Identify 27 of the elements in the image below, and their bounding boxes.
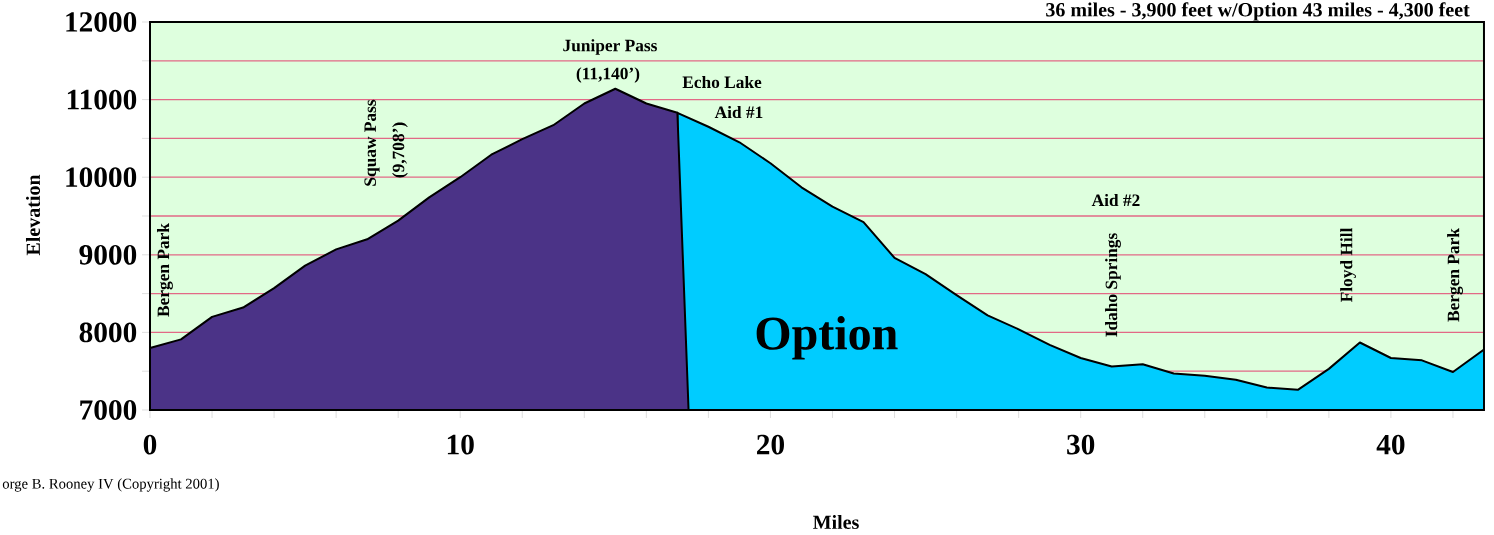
annotation: Echo Lake: [682, 75, 762, 89]
annotation: Bergen Park: [157, 223, 173, 317]
x-tick-label: 0: [143, 434, 157, 455]
y-tick-label: 8000: [79, 322, 137, 343]
x-tick-label: 30: [1067, 434, 1095, 455]
y-tick-label: 10000: [66, 167, 137, 188]
x-tick-label: 10: [447, 434, 474, 455]
text: orge B. Rooney IV (Copyright 2001): [2, 478, 219, 492]
x-tick-label: 20: [757, 434, 784, 455]
annotation: Juniper Pass: [563, 39, 657, 55]
series-label: Option: [756, 316, 898, 360]
x-tick-label: 40: [1376, 434, 1405, 455]
annotation: (11,140’): [576, 67, 640, 83]
annotation: Bergen Park: [1447, 228, 1463, 322]
annotation: (9,708’): [392, 122, 408, 178]
chart-title: 36 miles - 3,900 feet w/Option 43 miles - 4,300 feet: [1046, 2, 1470, 21]
annotation: Idaho Springs: [1105, 233, 1121, 337]
x-axis-title: Miles: [813, 514, 859, 530]
annotation: Squaw Pass: [364, 99, 380, 186]
annotation: Aid #2: [1091, 193, 1140, 207]
annotation: Aid #1: [714, 105, 763, 119]
y-axis-title: Elevation: [25, 174, 41, 256]
y-tick-label: 11000: [67, 89, 137, 110]
y-tick-label: 7000: [80, 400, 137, 420]
y-tick-label: 9000: [79, 244, 137, 265]
annotation: Floyd Hill: [1340, 227, 1356, 303]
y-tick-label: 12000: [66, 12, 137, 32]
